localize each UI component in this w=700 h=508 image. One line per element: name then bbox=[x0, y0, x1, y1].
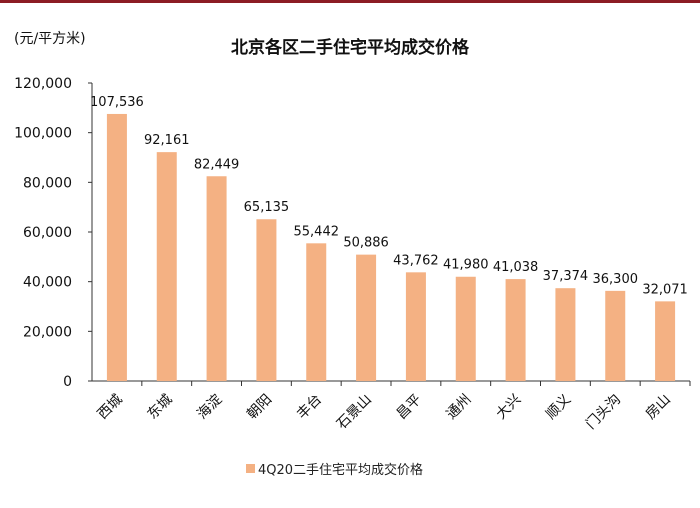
legend: 4Q20二手住宅平均成交价格 bbox=[246, 459, 423, 478]
y-tick-label: 20,000 bbox=[23, 324, 72, 340]
x-category-label: 朝阳 bbox=[244, 392, 275, 423]
bar-value-label: 36,300 bbox=[593, 272, 639, 287]
legend-label: 4Q20二手住宅平均成交价格 bbox=[258, 463, 424, 478]
legend-swatch bbox=[246, 464, 255, 473]
bar bbox=[156, 152, 177, 381]
bar bbox=[256, 219, 277, 381]
bar-value-label: 41,980 bbox=[443, 258, 489, 273]
bar bbox=[206, 176, 227, 381]
bar bbox=[405, 272, 426, 381]
bar-value-label: 107,536 bbox=[90, 95, 144, 110]
bar-value-label: 41,038 bbox=[493, 260, 539, 275]
bar bbox=[306, 243, 327, 381]
bar bbox=[605, 290, 626, 381]
bar-value-label: 92,161 bbox=[144, 133, 190, 148]
bar bbox=[655, 301, 676, 381]
chart-title: 北京各区二手住宅平均成交价格 bbox=[231, 38, 469, 58]
bar-value-label: 43,762 bbox=[393, 253, 439, 268]
bar-value-label: 37,374 bbox=[543, 269, 589, 284]
y-axis-unit-label: (元/平方米) bbox=[14, 31, 86, 47]
x-category-label: 顺义 bbox=[543, 392, 574, 423]
bar bbox=[505, 279, 526, 381]
y-tick-label: 80,000 bbox=[23, 175, 72, 191]
y-tick-label: 40,000 bbox=[23, 275, 72, 291]
top-rule bbox=[0, 0, 700, 3]
y-tick-label: 60,000 bbox=[23, 225, 72, 241]
bar bbox=[455, 276, 476, 381]
x-category-label: 昌平 bbox=[394, 392, 425, 423]
bar bbox=[106, 113, 127, 381]
x-category-label: 丰台 bbox=[294, 392, 325, 423]
y-tick-label: 100,000 bbox=[14, 126, 72, 142]
bar bbox=[555, 288, 576, 381]
y-tick-label: 120,000 bbox=[14, 76, 72, 92]
bar-value-label: 65,135 bbox=[244, 200, 290, 215]
y-tick-label: 0 bbox=[63, 374, 72, 390]
x-category-label: 石景山 bbox=[334, 392, 375, 433]
x-category-label: 海淀 bbox=[194, 392, 225, 423]
x-category-label: 西城 bbox=[95, 392, 126, 423]
x-category-label: 房山 bbox=[643, 392, 674, 423]
bar-value-label: 50,886 bbox=[343, 236, 389, 251]
bar-value-label: 55,442 bbox=[294, 224, 340, 239]
x-category-label: 大兴 bbox=[493, 392, 524, 423]
x-category-label: 通州 bbox=[443, 392, 474, 423]
x-category-label: 门头沟 bbox=[583, 392, 624, 433]
bar bbox=[356, 254, 377, 381]
x-category-label: 东城 bbox=[144, 392, 175, 423]
bar-value-label: 82,449 bbox=[194, 157, 240, 172]
bar-value-label: 32,071 bbox=[642, 282, 688, 297]
